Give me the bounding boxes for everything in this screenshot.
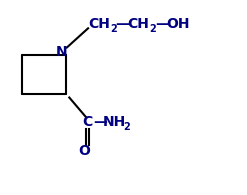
Text: —: — xyxy=(93,115,107,129)
Text: 2: 2 xyxy=(124,122,130,132)
Text: 2: 2 xyxy=(149,24,156,34)
Text: —: — xyxy=(116,18,130,31)
Text: O: O xyxy=(78,144,90,158)
Text: N: N xyxy=(55,45,67,59)
Text: NH: NH xyxy=(103,115,126,129)
Text: OH: OH xyxy=(166,18,190,31)
Text: CH: CH xyxy=(88,18,110,31)
Text: CH: CH xyxy=(127,18,149,31)
Text: —: — xyxy=(155,18,169,31)
Text: 2: 2 xyxy=(110,24,117,34)
Text: C: C xyxy=(82,115,92,129)
